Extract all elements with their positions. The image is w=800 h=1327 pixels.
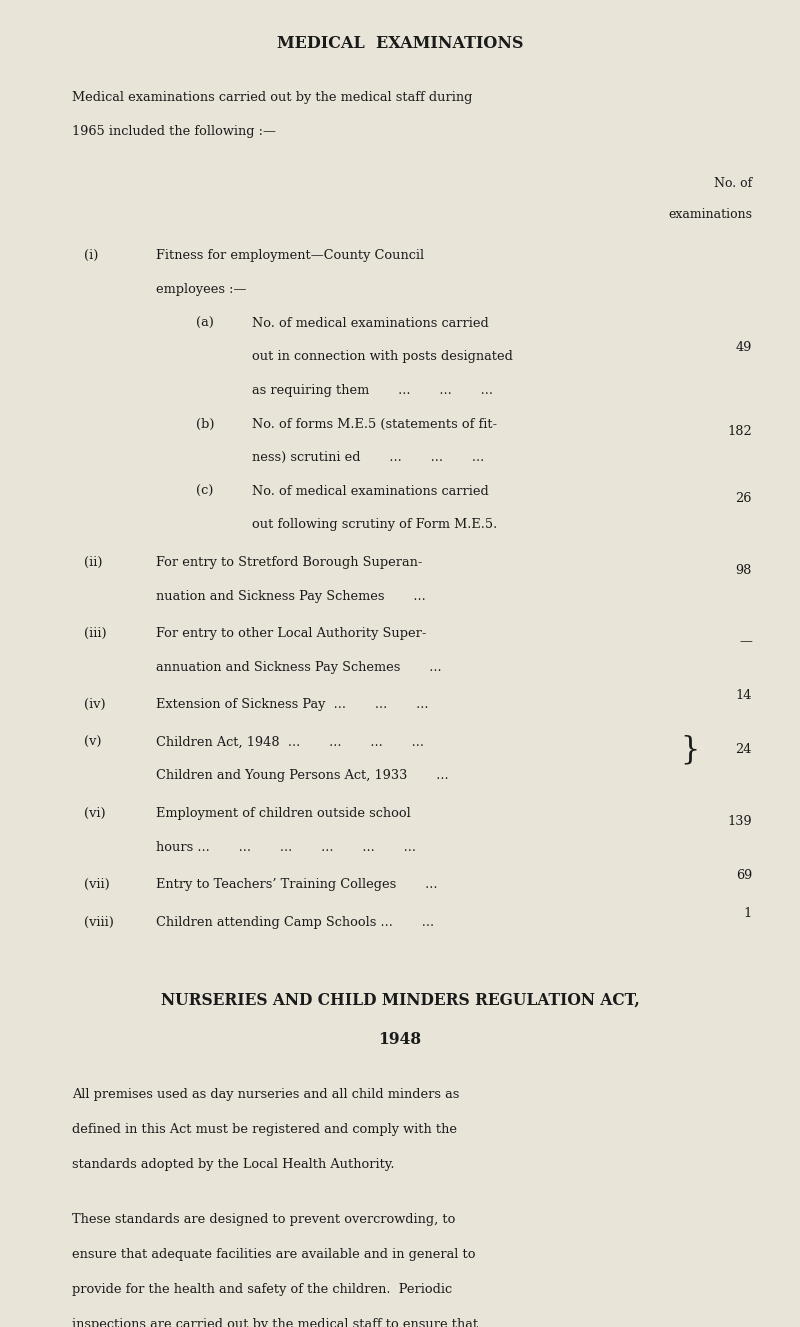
Text: Employment of children outside school: Employment of children outside school: [156, 807, 410, 820]
Text: 49: 49: [736, 341, 752, 354]
Text: No. of medical examinations carried: No. of medical examinations carried: [252, 484, 489, 498]
Text: (b): (b): [196, 418, 214, 430]
Text: (viii): (viii): [84, 916, 114, 929]
Text: inspections are carried out by the medical staff to ensure that: inspections are carried out by the medic…: [72, 1318, 478, 1327]
Text: 1: 1: [744, 906, 752, 920]
Text: 14: 14: [735, 689, 752, 702]
Text: (v): (v): [84, 735, 102, 748]
Text: NURSERIES AND CHILD MINDERS REGULATION ACT,: NURSERIES AND CHILD MINDERS REGULATION A…: [161, 991, 639, 1009]
Text: 1965 included the following :—: 1965 included the following :—: [72, 125, 276, 138]
Text: MEDICAL  EXAMINATIONS: MEDICAL EXAMINATIONS: [277, 35, 523, 52]
Text: For entry to other Local Authority Super-: For entry to other Local Authority Super…: [156, 628, 426, 640]
Text: Extension of Sickness Pay  ...       ...       ...: Extension of Sickness Pay ... ... ...: [156, 698, 429, 711]
Text: examinations: examinations: [668, 208, 752, 220]
Text: Children Act, 1948  ...       ...       ...       ...: Children Act, 1948 ... ... ... ...: [156, 735, 424, 748]
Text: 1948: 1948: [378, 1031, 422, 1048]
Text: (iv): (iv): [84, 698, 106, 711]
Text: No. of forms M.E.5 (statements of fit-: No. of forms M.E.5 (statements of fit-: [252, 418, 497, 430]
Text: 24: 24: [735, 743, 752, 756]
Text: ensure that adequate facilities are available and in general to: ensure that adequate facilities are avai…: [72, 1249, 475, 1261]
Text: (vi): (vi): [84, 807, 106, 820]
Text: ness) scrutini ed       ...       ...       ...: ness) scrutini ed ... ... ...: [252, 451, 484, 464]
Text: Fitness for employment—County Council: Fitness for employment—County Council: [156, 249, 424, 263]
Text: hours ...       ...       ...       ...       ...       ...: hours ... ... ... ... ... ...: [156, 840, 416, 853]
Text: nuation and Sickness Pay Schemes       ...: nuation and Sickness Pay Schemes ...: [156, 589, 426, 602]
Text: For entry to Stretford Borough Superan-: For entry to Stretford Borough Superan-: [156, 556, 422, 569]
Text: employees :—: employees :—: [156, 283, 246, 296]
Text: (vii): (vii): [84, 878, 110, 890]
Text: All premises used as day nurseries and all child minders as: All premises used as day nurseries and a…: [72, 1088, 459, 1100]
Text: 139: 139: [727, 815, 752, 828]
Text: (i): (i): [84, 249, 98, 263]
Text: 98: 98: [736, 564, 752, 577]
Text: out in connection with posts designated: out in connection with posts designated: [252, 350, 513, 364]
Text: Children attending Camp Schools ...       ...: Children attending Camp Schools ... ...: [156, 916, 434, 929]
Text: Children and Young Persons Act, 1933       ...: Children and Young Persons Act, 1933 ...: [156, 770, 449, 783]
Text: defined in this Act must be registered and comply with the: defined in this Act must be registered a…: [72, 1123, 457, 1136]
Text: }: }: [680, 734, 699, 766]
Text: These standards are designed to prevent overcrowding, to: These standards are designed to prevent …: [72, 1213, 455, 1226]
Text: as requiring them       ...       ...       ...: as requiring them ... ... ...: [252, 384, 493, 397]
Text: 26: 26: [736, 492, 752, 506]
Text: standards adopted by the Local Health Authority.: standards adopted by the Local Health Au…: [72, 1157, 394, 1170]
Text: (a): (a): [196, 317, 214, 329]
Text: 69: 69: [736, 869, 752, 882]
Text: No. of medical examinations carried: No. of medical examinations carried: [252, 317, 489, 329]
Text: No. of: No. of: [714, 176, 752, 190]
Text: annuation and Sickness Pay Schemes       ...: annuation and Sickness Pay Schemes ...: [156, 661, 442, 674]
Text: provide for the health and safety of the children.  Periodic: provide for the health and safety of the…: [72, 1283, 452, 1296]
Text: (ii): (ii): [84, 556, 102, 569]
Text: 182: 182: [727, 425, 752, 438]
Text: (c): (c): [196, 484, 214, 498]
Text: (iii): (iii): [84, 628, 106, 640]
Text: out following scrutiny of Form M.E.5.: out following scrutiny of Form M.E.5.: [252, 519, 498, 531]
Text: Medical examinations carried out by the medical staff during: Medical examinations carried out by the …: [72, 92, 472, 105]
Text: —: —: [739, 634, 752, 648]
Text: Entry to Teachers’ Training Colleges       ...: Entry to Teachers’ Training Colleges ...: [156, 878, 438, 890]
